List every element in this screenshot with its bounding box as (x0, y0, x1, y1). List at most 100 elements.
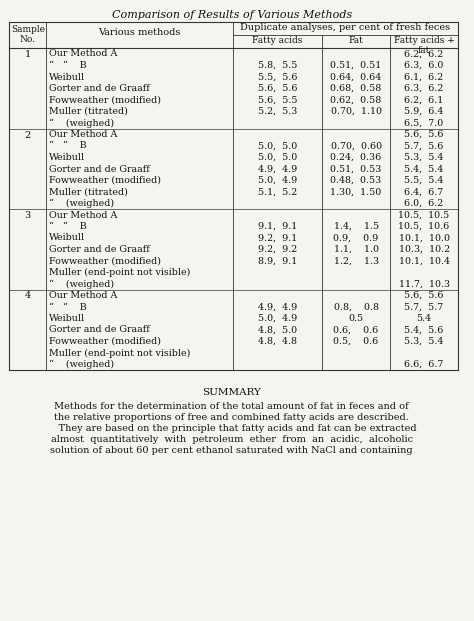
Text: 1.30,  1.50: 1.30, 1.50 (330, 188, 382, 196)
Text: 5.6,  5.6: 5.6, 5.6 (404, 130, 444, 139)
Text: 9.2,  9.1: 9.2, 9.1 (258, 233, 297, 242)
Text: Weibull: Weibull (49, 314, 85, 323)
Text: 3: 3 (25, 211, 31, 220)
Text: 0.9,    0.9: 0.9, 0.9 (334, 233, 379, 242)
Text: 5.2,  5.3: 5.2, 5.3 (258, 107, 297, 116)
Text: 0.5: 0.5 (348, 314, 364, 323)
Text: 10.5,  10.5: 10.5, 10.5 (399, 211, 450, 219)
Text: “    (weighed): “ (weighed) (49, 360, 114, 369)
Text: 5.4,  5.6: 5.4, 5.6 (404, 325, 444, 335)
Text: Our Method A: Our Method A (49, 291, 118, 300)
Text: 8.9,  9.1: 8.9, 9.1 (258, 256, 297, 266)
Text: 0.24,  0.36: 0.24, 0.36 (330, 153, 382, 162)
Text: Fat: Fat (349, 36, 364, 45)
Text: Gorter and de Graaff: Gorter and de Graaff (49, 245, 150, 254)
Text: 5.3,  5.4: 5.3, 5.4 (404, 337, 444, 346)
Text: “   “    B: “ “ B (49, 222, 87, 231)
Text: 5.7,  5.6: 5.7, 5.6 (404, 142, 444, 150)
Text: Weibull: Weibull (49, 153, 85, 162)
Text: 1.1,    1.0: 1.1, 1.0 (334, 245, 379, 254)
Text: almost  quantitatively  with  petroleum  ether  from  an  acidic,  alcoholic: almost quantitatively with petroleum eth… (51, 435, 413, 444)
Text: 0.62,  0.58: 0.62, 0.58 (330, 96, 382, 104)
Text: 5.6,  5.5: 5.6, 5.5 (258, 96, 297, 104)
Text: 0.8,    0.8: 0.8, 0.8 (334, 302, 379, 312)
Text: Fatty acids +
fat: Fatty acids + fat (394, 36, 455, 55)
Text: 10.5,  10.6: 10.5, 10.6 (399, 222, 450, 231)
Text: Gorter and de Graaff: Gorter and de Graaff (49, 165, 150, 173)
Text: Gorter and de Graaff: Gorter and de Graaff (49, 325, 150, 335)
Text: “   “    B: “ “ B (49, 61, 87, 70)
Text: the relative proportions of free and combined fatty acids are described.: the relative proportions of free and com… (55, 413, 409, 422)
Text: Muller (end-point not visible): Muller (end-point not visible) (49, 268, 191, 277)
Text: 0.6,    0.6: 0.6, 0.6 (334, 325, 379, 335)
Text: Fowweather (modified): Fowweather (modified) (49, 256, 161, 266)
Text: 2: 2 (25, 130, 31, 140)
Text: Various methods: Various methods (98, 28, 181, 37)
Text: 10.1,  10.0: 10.1, 10.0 (399, 233, 449, 242)
Text: 5.8,  5.5: 5.8, 5.5 (258, 61, 297, 70)
Text: “    (weighed): “ (weighed) (49, 199, 114, 208)
Text: Muller (end-point not visible): Muller (end-point not visible) (49, 348, 191, 358)
Text: They are based on the principle that fatty acids and fat can be extracted: They are based on the principle that fat… (46, 424, 417, 433)
Text: Methods for the determination of the total amount of fat in feces and of: Methods for the determination of the tot… (55, 402, 409, 411)
Text: Weibull: Weibull (49, 233, 85, 242)
Text: 5.0,  4.9: 5.0, 4.9 (258, 176, 297, 185)
Text: 11.7,  10.3: 11.7, 10.3 (399, 279, 450, 289)
Text: 5.5,  5.6: 5.5, 5.6 (258, 73, 297, 81)
Text: 5.6,  5.6: 5.6, 5.6 (258, 84, 297, 93)
Text: 1: 1 (25, 50, 31, 59)
Text: Fowweather (modified): Fowweather (modified) (49, 176, 161, 185)
Text: 0.70,  1.10: 0.70, 1.10 (330, 107, 382, 116)
Text: Comparison of Results of Various Methods: Comparison of Results of Various Methods (112, 10, 352, 20)
Text: 10.3,  10.2: 10.3, 10.2 (399, 245, 450, 254)
Text: 5.0,  5.0: 5.0, 5.0 (258, 142, 297, 150)
Text: 9.1,  9.1: 9.1, 9.1 (258, 222, 297, 231)
Text: Sample
No.: Sample No. (11, 25, 45, 44)
Text: 6.3,  6.2: 6.3, 6.2 (404, 84, 444, 93)
Text: Our Method A: Our Method A (49, 130, 118, 139)
Text: “    (weighed): “ (weighed) (49, 119, 114, 128)
Text: 6.2,  6.2: 6.2, 6.2 (404, 50, 444, 58)
Text: 4.9,  4.9: 4.9, 4.9 (258, 302, 297, 312)
Text: 0.51,  0.53: 0.51, 0.53 (330, 165, 382, 173)
Text: Our Method A: Our Method A (49, 211, 118, 219)
Text: 10.1,  10.4: 10.1, 10.4 (399, 256, 449, 266)
Text: Weibull: Weibull (49, 73, 85, 81)
Text: Muller (titrated): Muller (titrated) (49, 107, 128, 116)
Text: 5.0,  4.9: 5.0, 4.9 (258, 314, 297, 323)
Text: 0.64,  0.64: 0.64, 0.64 (330, 73, 382, 81)
Text: 6.3,  6.0: 6.3, 6.0 (404, 61, 444, 70)
Text: Gorter and de Graaff: Gorter and de Graaff (49, 84, 150, 93)
Text: 1.2,    1.3: 1.2, 1.3 (334, 256, 379, 266)
Text: SUMMARY: SUMMARY (202, 388, 261, 397)
Text: Our Method A: Our Method A (49, 50, 118, 58)
Text: 0.5,    0.6: 0.5, 0.6 (334, 337, 379, 346)
Text: 5.7,  5.7: 5.7, 5.7 (404, 302, 444, 312)
Text: 0.68,  0.58: 0.68, 0.58 (330, 84, 382, 93)
Text: 6.1,  6.2: 6.1, 6.2 (404, 73, 444, 81)
Text: Fowweather (modified): Fowweather (modified) (49, 96, 161, 104)
Text: “   “    B: “ “ B (49, 142, 87, 150)
Text: 4.8,  4.8: 4.8, 4.8 (258, 337, 297, 346)
Text: Duplicate analyses, per cent of fresh feces: Duplicate analyses, per cent of fresh fe… (240, 23, 450, 32)
Text: Muller (titrated): Muller (titrated) (49, 188, 128, 196)
Text: 4: 4 (25, 291, 31, 301)
Text: 5.4,  5.4: 5.4, 5.4 (404, 165, 444, 173)
Text: 4.9,  4.9: 4.9, 4.9 (258, 165, 297, 173)
Text: 9.2,  9.2: 9.2, 9.2 (258, 245, 297, 254)
Text: 6.0,  6.2: 6.0, 6.2 (404, 199, 444, 208)
Text: “    (weighed): “ (weighed) (49, 279, 114, 289)
Text: 6.6,  6.7: 6.6, 6.7 (404, 360, 444, 369)
Text: 4.8,  5.0: 4.8, 5.0 (258, 325, 297, 335)
Text: Fatty acids: Fatty acids (252, 36, 302, 45)
Text: 0.48,  0.53: 0.48, 0.53 (330, 176, 382, 185)
Text: 5.9,  6.4: 5.9, 6.4 (404, 107, 444, 116)
Text: 5.3,  5.4: 5.3, 5.4 (404, 153, 444, 162)
Text: 5.5,  5.4: 5.5, 5.4 (404, 176, 444, 185)
Text: 6.4,  6.7: 6.4, 6.7 (404, 188, 444, 196)
Text: 5.1,  5.2: 5.1, 5.2 (258, 188, 297, 196)
Text: 5.0,  5.0: 5.0, 5.0 (258, 153, 297, 162)
Text: “   “    B: “ “ B (49, 302, 87, 312)
Text: 6.5,  7.0: 6.5, 7.0 (404, 119, 444, 127)
Text: 5.6,  5.6: 5.6, 5.6 (404, 291, 444, 300)
